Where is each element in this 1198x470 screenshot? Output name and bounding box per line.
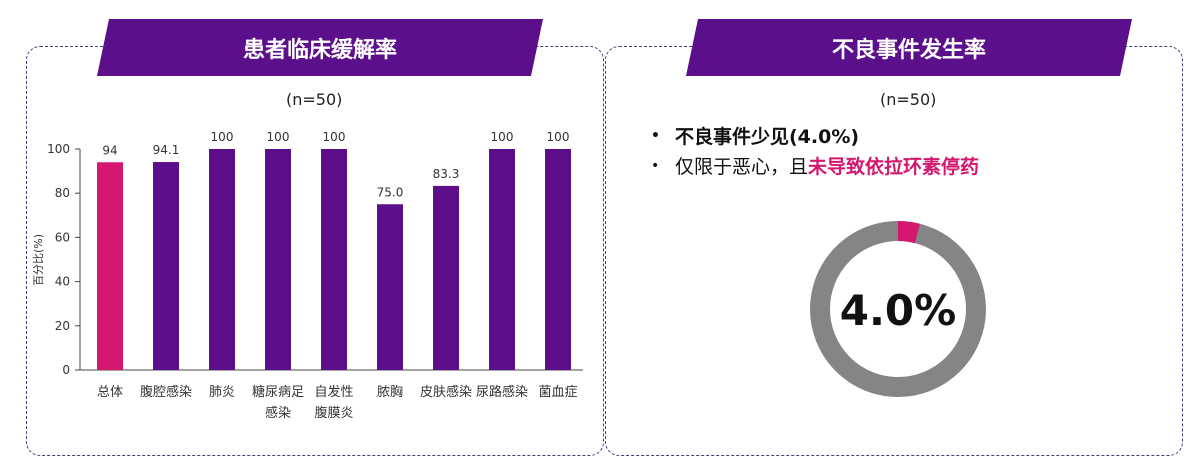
x-category-label: 腹膜炎 <box>314 405 353 421</box>
x-category-label: 肺炎 <box>209 385 235 400</box>
bar-1 <box>97 162 123 370</box>
bar-7 <box>433 185 459 370</box>
x-category-label: 脓胸 <box>377 384 403 400</box>
y-tick-label: 0 <box>62 363 70 377</box>
x-category-label: 糖尿病足 <box>252 384 304 400</box>
bullet-text-prefix: 仅限于恶心，且 <box>675 156 809 178</box>
clinical-remission-title: 患者临床缓解率 <box>97 19 543 76</box>
y-tick-label: 60 <box>55 230 70 244</box>
bar-value-label: 94.1 <box>153 143 180 157</box>
bar-value-label: 100 <box>323 130 346 144</box>
x-category-label: 腹腔感染 <box>140 384 192 400</box>
y-axis-label: 百分比(%) <box>32 234 45 286</box>
sample-size-label-right: (n=50) <box>880 90 937 109</box>
bar-2 <box>153 162 179 370</box>
bar-value-label: 83.3 <box>433 167 460 181</box>
bullet-adverse-events-rare: • 不良事件少见(4.0%) <box>651 122 859 149</box>
bar-value-label: 100 <box>211 130 234 144</box>
bar-3 <box>209 149 235 370</box>
bar-value-label: 100 <box>547 130 570 144</box>
bullet-dot-icon: • <box>651 127 660 144</box>
donut-center-label: 4.0% <box>840 286 956 335</box>
bullet-text: 不良事件少见(4.0%) <box>675 126 860 148</box>
x-category-label: 菌血症 <box>538 385 577 400</box>
bar-6 <box>377 204 403 370</box>
x-category-label: 皮肤感染 <box>420 384 472 400</box>
x-category-label: 感染 <box>265 405 291 421</box>
x-category-label: 总体 <box>97 385 123 400</box>
sample-size-label-left: (n=50) <box>286 90 343 109</box>
y-tick-label: 20 <box>55 319 70 333</box>
adverse-event-title: 不良事件发生率 <box>686 19 1132 76</box>
y-tick-label: 80 <box>55 186 70 200</box>
bar-value-label: 100 <box>267 130 290 144</box>
donut-adverse-event-slice <box>897 221 920 244</box>
bar-5 <box>321 149 347 370</box>
bar-value-label: 100 <box>491 130 514 144</box>
bar-9 <box>545 149 571 370</box>
y-tick-label: 40 <box>55 275 70 289</box>
bullet-text-highlight: 未导致依拉环素停药 <box>808 156 980 178</box>
bar-value-label: 75.0 <box>377 185 404 199</box>
x-category-label: 尿路感染 <box>476 384 528 400</box>
y-tick-label: 100 <box>47 142 70 156</box>
bullet-nausea-only: • 仅限于恶心，且 未导致依拉环素停药 <box>651 152 979 179</box>
x-category-label: 自发性 <box>314 384 353 400</box>
adverse-event-donut-chart: 4.0% <box>810 221 986 397</box>
bar-8 <box>489 149 515 370</box>
bar-value-label: 94 <box>102 143 117 157</box>
bullet-dot-icon: • <box>651 157 660 174</box>
bar-4 <box>265 149 291 370</box>
